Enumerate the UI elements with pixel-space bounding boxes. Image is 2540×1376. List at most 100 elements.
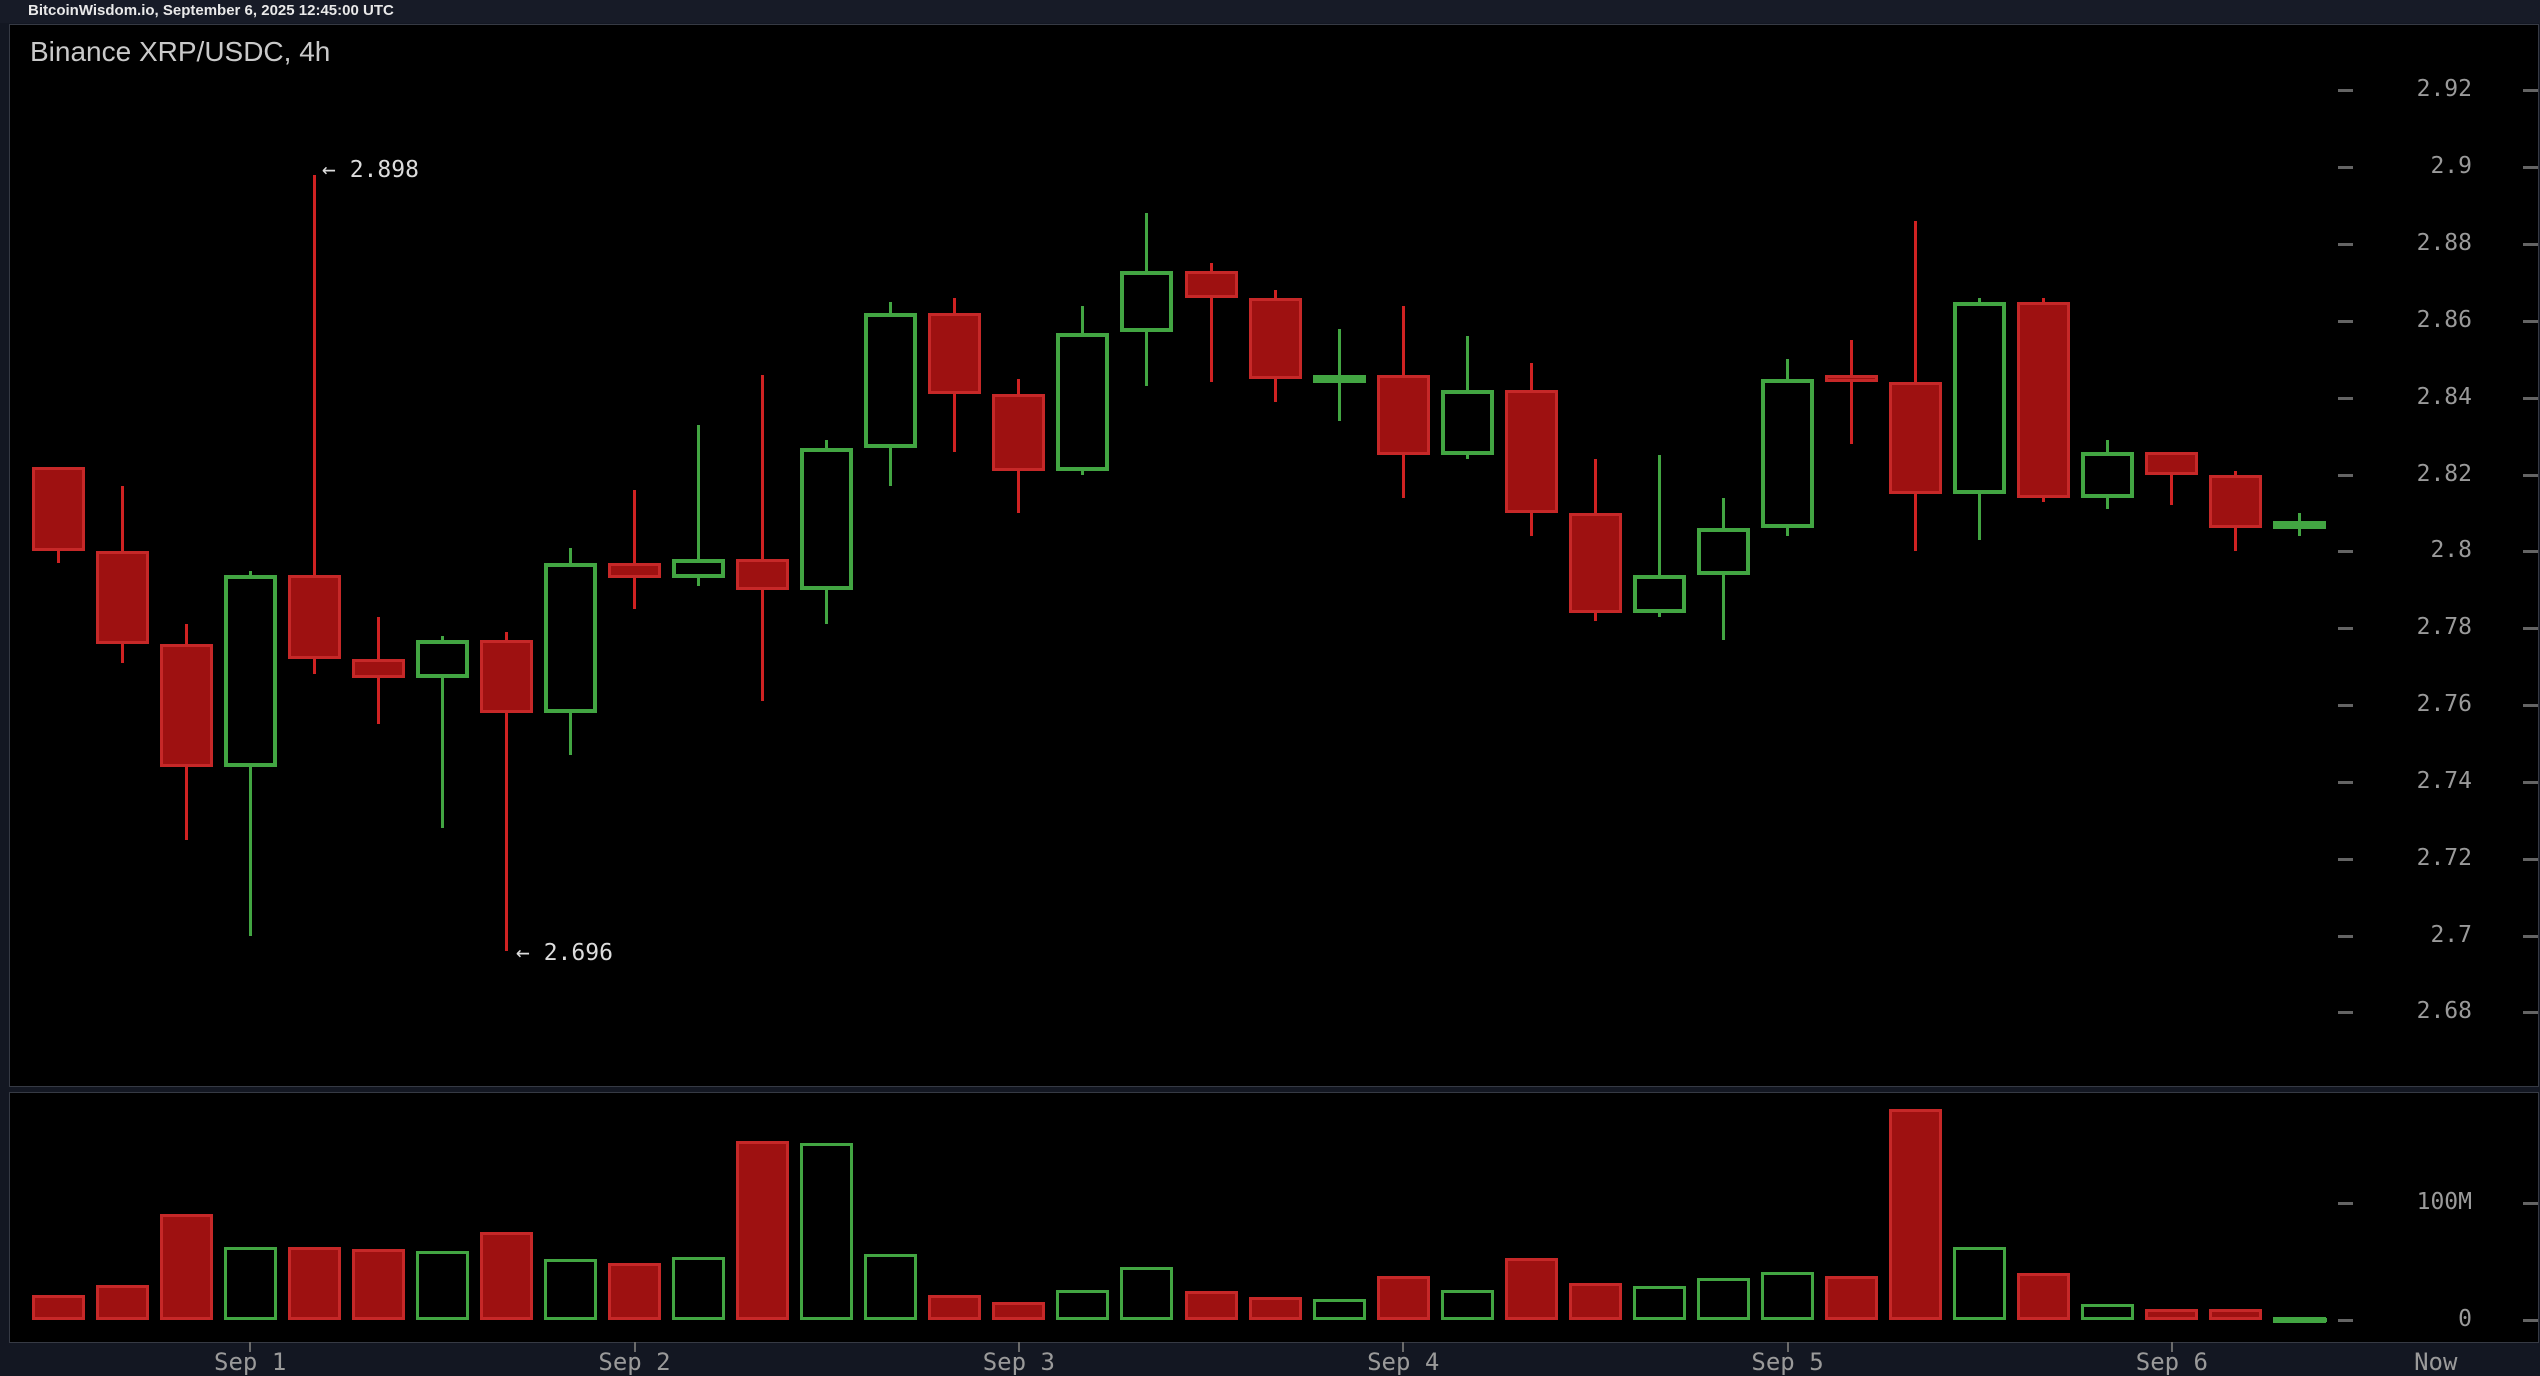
price-tick-left [2338,550,2353,554]
candle-wick [504,632,508,951]
price-tick-right [2523,396,2538,400]
price-tick-right [2523,627,2538,631]
volume-tick-right [2523,1202,2538,1205]
price-pane[interactable] [9,24,2539,1087]
price-tick-right [2523,473,2538,477]
candle-body [543,563,597,713]
volume-bar [1184,1290,1238,1320]
price-tick-label: 2.84 [2416,383,2472,410]
price-tick-label: 2.8 [2430,537,2472,564]
header-source-timestamp: BitcoinWisdom.io, September 6, 2025 12:4… [28,2,394,19]
candle-body [1312,374,1366,383]
price-tick-label: 2.88 [2416,230,2472,257]
price-tick-right [2523,857,2538,861]
date-tick-mark [633,1342,636,1352]
candle-body [1889,382,1943,494]
volume-bar [928,1295,982,1320]
candle-wick [633,490,636,610]
volume-bar [1248,1296,1302,1320]
price-tick-label: 2.78 [2416,614,2472,641]
volume-bar [1376,1275,1430,1320]
volume-bar [1953,1247,2007,1320]
volume-bar [2081,1303,2135,1320]
candle-body [1184,271,1238,298]
candle-body [608,563,661,579]
candle-body [415,639,469,679]
header-bar: BitcoinWisdom.io, September 6, 2025 12:4… [0,0,2540,23]
candle-body [95,551,149,644]
date-tick-mark [1402,1342,1405,1352]
price-tick-label: 2.68 [2416,998,2472,1025]
candle-body [736,559,790,590]
candle-body [1504,390,1558,514]
high-price-annotation: ← 2.898 [322,157,419,183]
price-tick-right [2523,1011,2538,1015]
volume-bar [479,1232,533,1320]
price-tick-right [2523,166,2538,170]
volume-bar [608,1262,661,1320]
candle-body [223,574,277,767]
volume-bar [159,1213,213,1320]
price-tick-right [2523,780,2538,784]
price-tick-left [2338,89,2353,93]
price-tick-label: 2.86 [2416,306,2472,333]
volume-bar [287,1247,341,1320]
price-tick-label: 2.7 [2430,921,2472,948]
volume-bar [1312,1298,1366,1320]
candle-body [1825,374,1879,383]
volume-bar [351,1248,405,1320]
volume-bar [543,1259,597,1320]
price-tick-label: 2.9 [2430,153,2472,180]
volume-bar [672,1256,726,1320]
candle-body [1120,271,1174,333]
date-tick-label: Sep 2 [598,1348,671,1376]
candle-body [31,466,85,552]
price-tick-right [2523,243,2538,247]
candle-wick [440,635,444,829]
candle-wick [697,424,701,587]
candle-wick [1850,340,1854,444]
candle-wick [312,175,316,675]
candle-body [1248,297,1302,379]
date-tick-label: Sep 6 [2135,1348,2208,1376]
price-tick-left [2338,934,2353,938]
candle-body [1056,332,1110,471]
volume-bar [1568,1282,1622,1320]
candle-wick [1209,263,1213,383]
date-tick-mark [1786,1342,1789,1352]
price-tick-label: 2.82 [2416,460,2472,487]
price-tick-label: 2.76 [2416,691,2472,718]
volume-bar [992,1302,1046,1320]
candle-body [672,559,726,579]
price-tick-left [2338,704,2353,708]
candle-body [159,643,213,767]
candle-wick [2170,451,2174,506]
price-tick-right [2523,704,2538,708]
volume-bar [2209,1309,2263,1320]
candle-body [2209,474,2263,529]
volume-tick-label: 100M [2416,1189,2472,1215]
price-tick-left [2338,1011,2353,1015]
price-tick-left [2338,396,2353,400]
price-tick-right [2523,319,2538,323]
volume-bar [1761,1272,1815,1320]
date-tick-mark [2170,1342,2173,1352]
price-tick-left [2338,166,2353,170]
date-tick-label: Sep 1 [214,1348,287,1376]
volume-bar [1825,1275,1879,1320]
date-tick-mark [249,1342,252,1352]
volume-bar [864,1254,918,1320]
candle-body [2017,301,2071,498]
low-price-annotation: ← 2.696 [516,940,613,966]
date-tick-label: Sep 5 [1751,1348,1824,1376]
candle-wick [761,374,765,702]
candle-body [928,313,982,394]
price-tick-right [2523,934,2538,938]
candle-body [992,393,1046,471]
volume-bar [1440,1289,1494,1320]
volume-bar [1056,1289,1110,1320]
candle-body [1568,513,1622,613]
price-tick-right [2523,89,2538,93]
date-tick-mark [1017,1342,1020,1352]
